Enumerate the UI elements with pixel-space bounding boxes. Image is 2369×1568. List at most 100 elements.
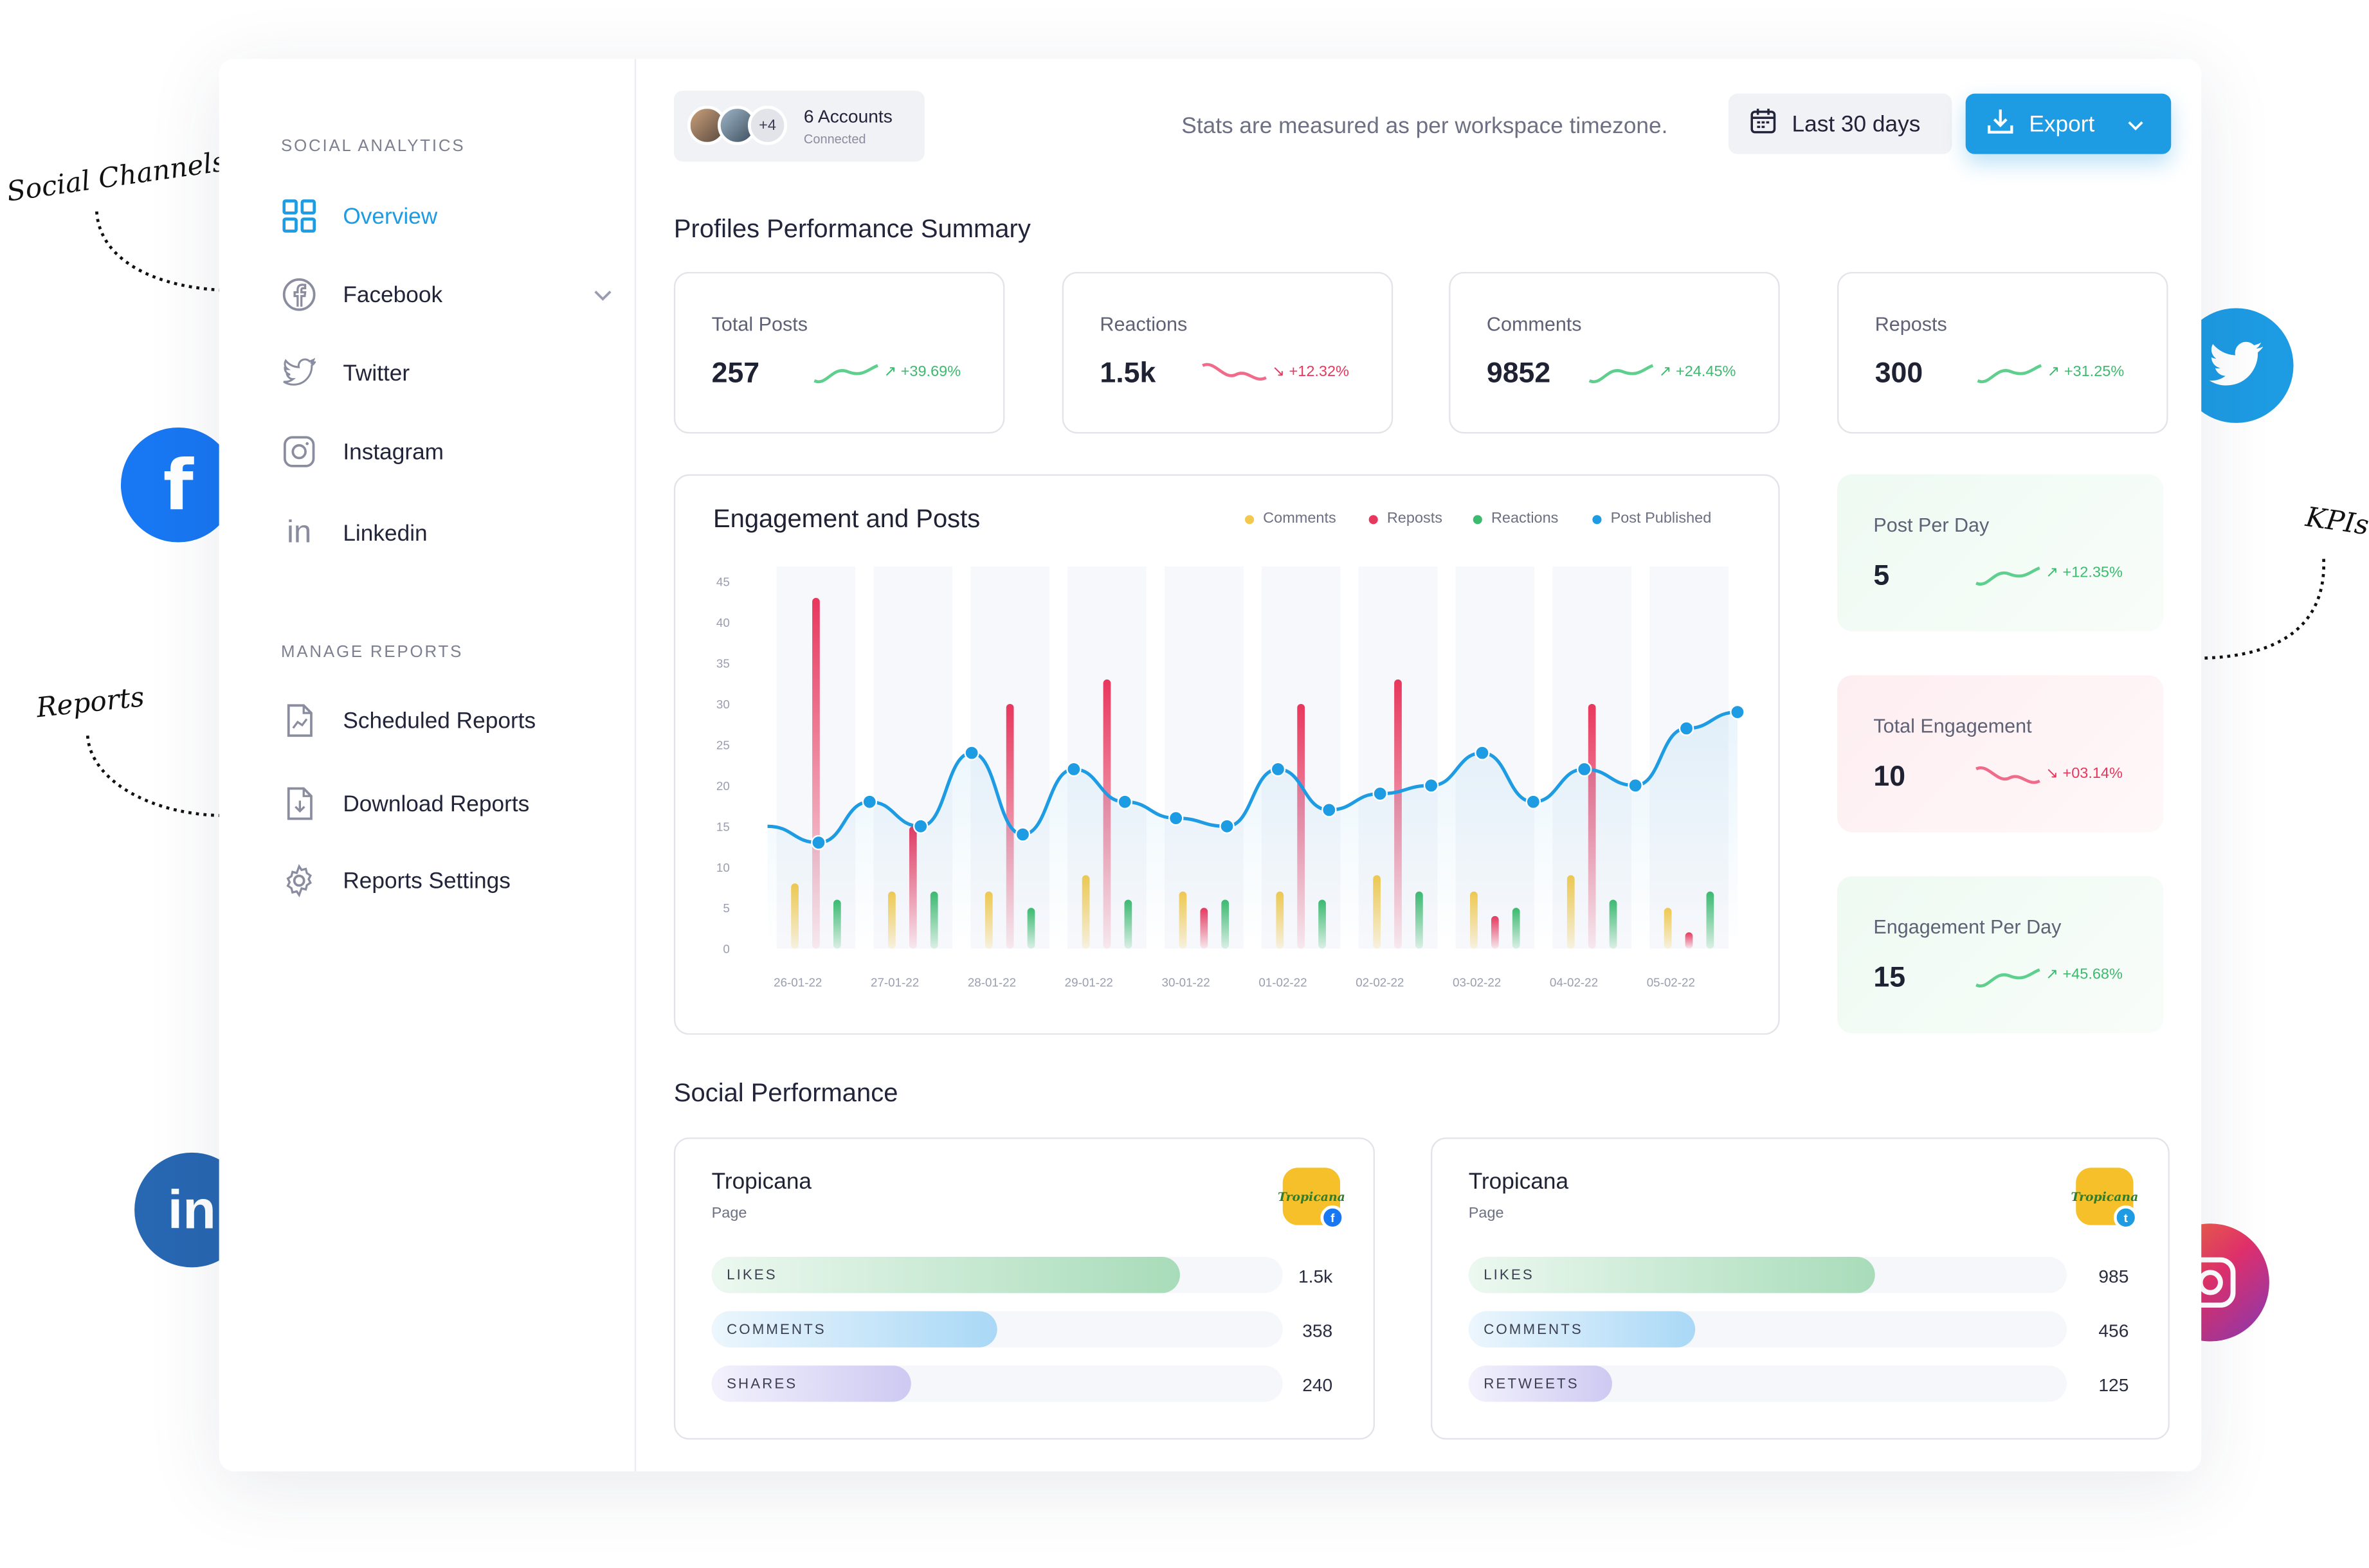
- point-post-published: [1475, 745, 1490, 761]
- facebook-icon: [280, 275, 319, 314]
- kpi-card-engagement-per-day: Engagement Per Day 15 ↗ +45.68%: [1837, 876, 2164, 1034]
- legend-dot: [1244, 514, 1255, 524]
- legend-dot: [1592, 514, 1602, 524]
- legend-reposts: Reposts: [1368, 510, 1442, 527]
- sparkline-down: [1202, 363, 1267, 381]
- facebook-floating-badge: f: [120, 427, 236, 543]
- metric-label: COMMENTS: [727, 1321, 826, 1338]
- x-tick-label: 26-01-22: [774, 975, 822, 989]
- sidebar-heading-analytics: SOCIAL ANALYTICS: [281, 137, 466, 156]
- date-range-label: Last 30 days: [1792, 111, 1921, 137]
- sidebar-item-reports-settings[interactable]: Reports Settings: [280, 858, 612, 903]
- kpi-value: 5: [1873, 560, 1890, 593]
- sidebar-item-facebook[interactable]: Facebook: [280, 272, 612, 317]
- social-card-facebook: Tropicana Page Tropicana f LIKES 1.5k CO…: [673, 1137, 1375, 1440]
- line-post-published: [767, 710, 1738, 845]
- legend-dot: [1473, 514, 1482, 524]
- twitter-badge-icon: t: [2113, 1205, 2138, 1230]
- x-tick-label: 29-01-22: [1065, 975, 1113, 989]
- metric-value: 456: [2098, 1320, 2129, 1342]
- point-post-published: [912, 818, 929, 834]
- calendar-icon: [1750, 107, 1777, 141]
- point-post-published: [1372, 786, 1388, 802]
- stat-label: Reactions: [1100, 312, 1188, 336]
- metric-label: LIKES: [1484, 1267, 1534, 1284]
- sidebar-item-overview[interactable]: Overview: [280, 194, 612, 239]
- metric-value: 125: [2098, 1374, 2129, 1396]
- sidebar-item-label: Scheduled Reports: [343, 707, 536, 734]
- point-post-published: [1168, 810, 1184, 826]
- profile-type: Page: [711, 1205, 747, 1222]
- sidebar-item-label: Instagram: [343, 438, 444, 465]
- kpi-card-total-engagement: Total Engagement 10 ↘ +03.14%: [1837, 675, 2164, 833]
- sidebar-item-label: Reports Settings: [343, 867, 511, 894]
- stat-label: Comments: [1486, 312, 1582, 336]
- gear-icon: [280, 861, 319, 900]
- x-tick-label: 28-01-22: [968, 975, 1016, 989]
- metric-label: RETWEETS: [1484, 1376, 1579, 1393]
- metric-bar-shares: SHARES: [711, 1365, 1283, 1402]
- kpi-label: Total Engagement: [1873, 714, 2032, 737]
- stat-card-comments: Comments 9852 ↗ +24.45%: [1449, 271, 1780, 434]
- linkedin-icon: in: [286, 515, 312, 550]
- sparkline-up: [1975, 566, 2040, 586]
- kpi-delta: ↘ +03.14%: [2046, 766, 2123, 783]
- stat-delta: ↗ +31.25%: [2047, 364, 2125, 381]
- point-post-published: [1321, 802, 1337, 818]
- metric-fill: [711, 1311, 997, 1347]
- brand-logo: Tropicana f: [1278, 1167, 1345, 1230]
- sidebar-item-instagram[interactable]: Instagram: [280, 429, 612, 474]
- sidebar-item-linkedin[interactable]: in Linkedin: [280, 510, 612, 555]
- sparkline-up: [1588, 364, 1654, 384]
- x-tick-label: 01-02-22: [1258, 975, 1307, 989]
- metric-fill: [1468, 1365, 1612, 1402]
- stat-card-reposts: Reposts 300 ↗ +31.25%: [1837, 271, 2168, 434]
- grid-icon: [280, 196, 319, 235]
- date-range-button[interactable]: Last 30 days: [1728, 93, 1952, 154]
- point-post-published: [1066, 761, 1082, 777]
- sidebar-item-label: Download Reports: [343, 791, 530, 817]
- connected-accounts[interactable]: +4 6 Accounts Connected: [673, 90, 925, 162]
- chevron-down-icon[interactable]: [594, 282, 612, 307]
- metric-bar-comments: COMMENTS: [711, 1311, 1283, 1347]
- point-post-published: [964, 745, 979, 761]
- point-post-published: [811, 834, 826, 851]
- metric-value: 358: [1302, 1320, 1333, 1342]
- social-card-twitter: Tropicana Page Tropicana t LIKES 985 COM…: [1430, 1137, 2170, 1440]
- point-post-published: [1015, 827, 1031, 842]
- point-post-published: [1577, 761, 1592, 777]
- legend-dot: [1368, 514, 1378, 524]
- profile-name: Tropicana: [1468, 1169, 1569, 1195]
- sidebar-item-label: Linkedin: [343, 520, 428, 546]
- sidebar-item-label: Overview: [343, 203, 438, 229]
- stat-delta: ↗ +39.69%: [884, 364, 961, 381]
- metric-fill: [1468, 1311, 1696, 1347]
- x-tick-label: 02-02-22: [1356, 975, 1404, 989]
- y-tick-label: 30: [716, 698, 730, 711]
- stat-card-reactions: Reactions 1.5k ↘ +12.32%: [1062, 271, 1393, 434]
- y-tick-label: 0: [723, 942, 729, 956]
- metric-label: COMMENTS: [1484, 1321, 1583, 1338]
- stat-delta: ↘ +12.32%: [1272, 364, 1349, 381]
- sidebar-item-twitter[interactable]: Twitter: [280, 350, 612, 395]
- export-button[interactable]: Export: [1965, 93, 2172, 154]
- social-performance-title: Social Performance: [673, 1078, 898, 1108]
- sparkline-up: [1977, 364, 2042, 384]
- point-post-published: [1678, 721, 1694, 736]
- metric-bar-comments: COMMENTS: [1468, 1311, 2067, 1347]
- chevron-down-icon[interactable]: [2128, 111, 2145, 137]
- legend-comments: Comments: [1244, 510, 1336, 527]
- kpi-label: Post Per Day: [1873, 513, 1990, 537]
- kpi-delta: ↗ +45.68%: [2046, 966, 2123, 984]
- kpi-delta: ↗ +12.35%: [2046, 564, 2123, 582]
- kpi-value: 15: [1873, 962, 1906, 995]
- stat-card-total-posts: Total Posts 257 ↗ +39.69%: [673, 271, 1005, 434]
- sparkline-up: [1975, 968, 2040, 988]
- metric-label: SHARES: [727, 1376, 798, 1393]
- point-post-published: [1270, 761, 1286, 777]
- sidebar-item-download-reports[interactable]: Download Reports: [280, 781, 612, 826]
- point-post-published: [1219, 818, 1235, 834]
- metric-value: 1.5k: [1298, 1266, 1333, 1287]
- sidebar-item-scheduled-reports[interactable]: Scheduled Reports: [280, 698, 612, 743]
- metric-label: LIKES: [727, 1267, 777, 1284]
